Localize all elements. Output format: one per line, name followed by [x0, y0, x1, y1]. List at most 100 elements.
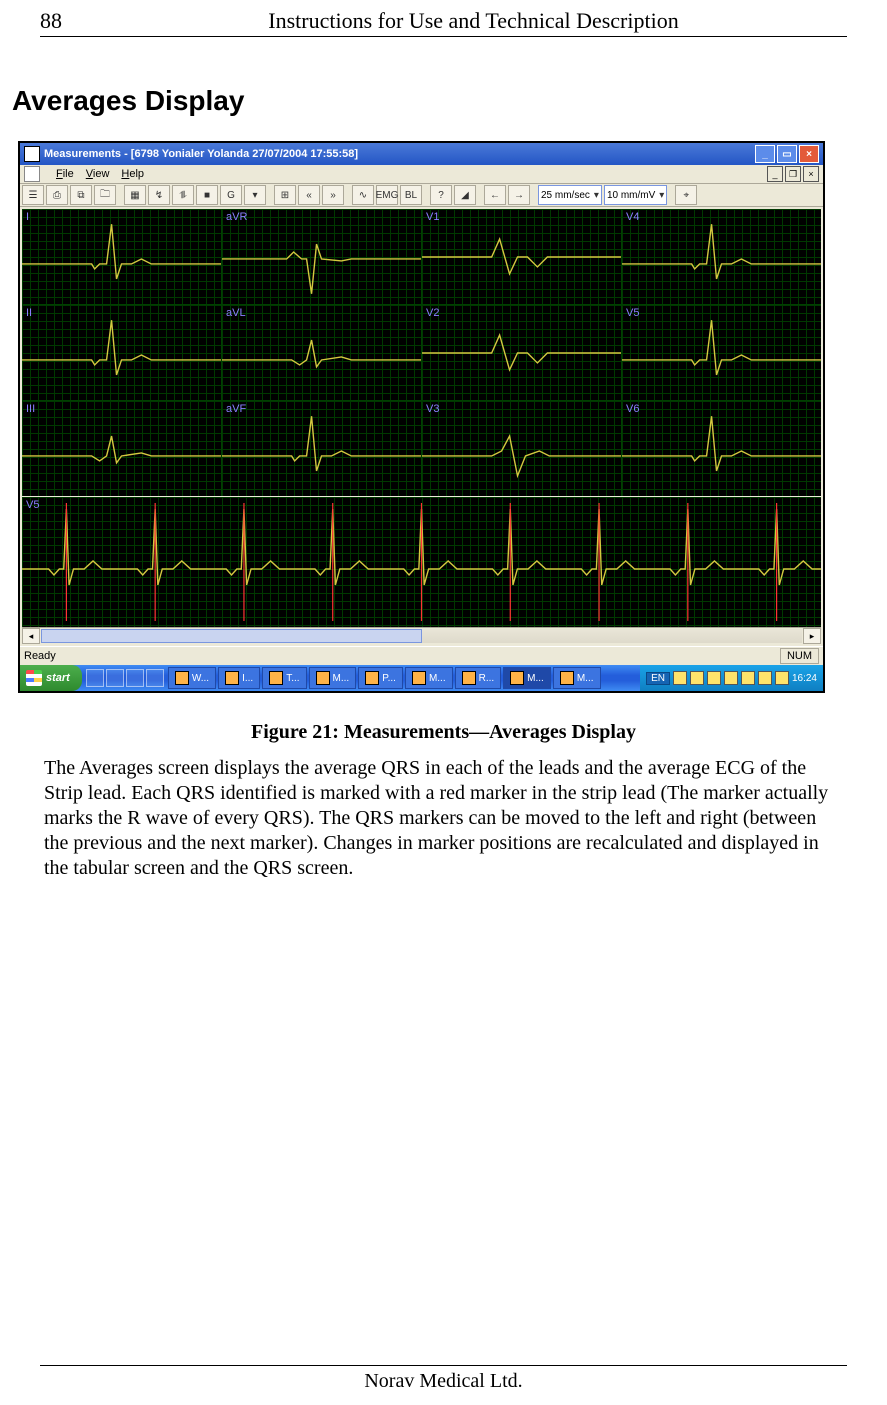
- page-header: 88 Instructions for Use and Technical De…: [40, 8, 847, 37]
- mdi-restore-button[interactable]: ❐: [785, 166, 801, 182]
- taskbar-item[interactable]: W...: [168, 667, 216, 689]
- task-label: W...: [192, 673, 209, 684]
- stop-icon[interactable]: ■: [196, 185, 218, 205]
- taskbar-item[interactable]: R...: [455, 667, 502, 689]
- cursor-icon[interactable]: ⌖: [675, 185, 697, 205]
- taskbar-item[interactable]: M...: [553, 667, 601, 689]
- lead-V3[interactable]: V3: [422, 401, 621, 496]
- task-icon: [269, 671, 283, 685]
- grid-icon[interactable]: ▦: [124, 185, 146, 205]
- strip-lead[interactable]: V5: [22, 497, 821, 627]
- emg-button[interactable]: EMG: [376, 185, 398, 205]
- lead-I[interactable]: I: [22, 209, 221, 304]
- start-button[interactable]: start: [20, 665, 82, 691]
- minimize-button[interactable]: _: [755, 145, 775, 163]
- next-page-icon[interactable]: »: [322, 185, 344, 205]
- horizontal-scrollbar[interactable]: ◂ ▸: [22, 627, 821, 644]
- strip-svg: [22, 497, 821, 627]
- help-icon[interactable]: ?: [430, 185, 452, 205]
- task-label: R...: [479, 673, 495, 684]
- print-icon[interactable]: ⎙: [46, 185, 68, 205]
- callipers-icon[interactable]: ⊞: [274, 185, 296, 205]
- task-label: M...: [333, 673, 350, 684]
- lead-aVR[interactable]: aVR: [222, 209, 421, 304]
- system-tray: EN 16:24: [640, 665, 823, 691]
- screenshot-window: Measurements - [6798 Yonialer Yolanda 27…: [18, 141, 825, 693]
- taskbar-item[interactable]: I...: [218, 667, 260, 689]
- prev-page-icon[interactable]: «: [298, 185, 320, 205]
- scroll-track[interactable]: [41, 629, 802, 643]
- task-icon: [510, 671, 524, 685]
- tray-icon[interactable]: [724, 671, 738, 685]
- wave-r-icon[interactable]: ↯: [148, 185, 170, 205]
- language-indicator[interactable]: EN: [646, 672, 670, 685]
- taskbar-item[interactable]: M...: [309, 667, 357, 689]
- mdi-minimize-button[interactable]: _: [767, 166, 783, 182]
- ql-icon[interactable]: [146, 669, 164, 687]
- menu-view[interactable]: View: [86, 168, 110, 180]
- scroll-right-button[interactable]: ▸: [803, 628, 821, 644]
- status-ready: Ready: [24, 650, 56, 662]
- menu-file[interactable]: File: [56, 168, 74, 180]
- lead-V1[interactable]: V1: [422, 209, 621, 304]
- lead-V4[interactable]: V4: [622, 209, 821, 304]
- task-icon: [462, 671, 476, 685]
- open-icon[interactable]: ☰: [22, 185, 44, 205]
- speed-select[interactable]: 25 mm/sec: [538, 185, 602, 205]
- windows-logo-icon: [26, 670, 42, 686]
- lead-aVL[interactable]: aVL: [222, 305, 421, 400]
- mdi-close-button[interactable]: ×: [803, 166, 819, 182]
- scroll-thumb[interactable]: [41, 629, 422, 643]
- lead-aVF[interactable]: aVF: [222, 401, 421, 496]
- tray-icon[interactable]: [758, 671, 772, 685]
- menubar: File View Help _ ❐ ×: [20, 165, 823, 184]
- wave-u-icon[interactable]: ⥮: [172, 185, 194, 205]
- taskbar-item[interactable]: T...: [262, 667, 306, 689]
- lead-III[interactable]: III: [22, 401, 221, 496]
- tray-icon[interactable]: [707, 671, 721, 685]
- taskbar-item[interactable]: P...: [358, 667, 403, 689]
- lead-V6[interactable]: V6: [622, 401, 821, 496]
- folder-icon[interactable]: 🗀: [94, 185, 116, 205]
- close-button[interactable]: ×: [799, 145, 819, 163]
- task-icon: [412, 671, 426, 685]
- scroll-left-button[interactable]: ◂: [22, 628, 40, 644]
- copy-icon[interactable]: ⧉: [70, 185, 92, 205]
- ql-icon[interactable]: [106, 669, 124, 687]
- lead-V2[interactable]: V2: [422, 305, 621, 400]
- dropdown-icon[interactable]: ▾: [244, 185, 266, 205]
- app-icon: [24, 146, 40, 162]
- task-label: M...: [429, 673, 446, 684]
- ql-icon[interactable]: [86, 669, 104, 687]
- menu-help[interactable]: Help: [121, 168, 144, 180]
- maximize-button[interactable]: ▭: [777, 145, 797, 163]
- titlebar[interactable]: Measurements - [6798 Yonialer Yolanda 27…: [20, 143, 823, 165]
- clock[interactable]: 16:24: [792, 673, 817, 684]
- lead-V5[interactable]: V5: [622, 305, 821, 400]
- wave-icon[interactable]: ∿: [352, 185, 374, 205]
- g-button[interactable]: G: [220, 185, 242, 205]
- page-footer: Norav Medical Ltd.: [40, 1365, 847, 1393]
- marker-icon[interactable]: ◢: [454, 185, 476, 205]
- ql-icon[interactable]: [126, 669, 144, 687]
- status-num: NUM: [780, 648, 819, 664]
- task-icon: [316, 671, 330, 685]
- left-arrow-icon[interactable]: ←: [484, 185, 506, 205]
- taskbar-item[interactable]: M...: [405, 667, 453, 689]
- quick-launch: [86, 669, 164, 687]
- taskbar: start W... I... T... M... P... M... R... M... M.…: [20, 665, 823, 691]
- tray-icon[interactable]: [690, 671, 704, 685]
- body-paragraph: The Averages screen displays the average…: [44, 756, 843, 881]
- bl-button[interactable]: BL: [400, 185, 422, 205]
- gain-select[interactable]: 10 mm/mV: [604, 185, 667, 205]
- lead-II[interactable]: II: [22, 305, 221, 400]
- task-label: M...: [577, 673, 594, 684]
- taskbar-item[interactable]: M...: [503, 667, 551, 689]
- document-page: 88 Instructions for Use and Technical De…: [0, 0, 887, 1405]
- tray-icon[interactable]: [741, 671, 755, 685]
- tray-icon[interactable]: [775, 671, 789, 685]
- ecg-area: I aVR V1 V4 II: [20, 207, 823, 646]
- task-label: I...: [242, 673, 253, 684]
- right-arrow-icon[interactable]: →: [508, 185, 530, 205]
- tray-icon[interactable]: [673, 671, 687, 685]
